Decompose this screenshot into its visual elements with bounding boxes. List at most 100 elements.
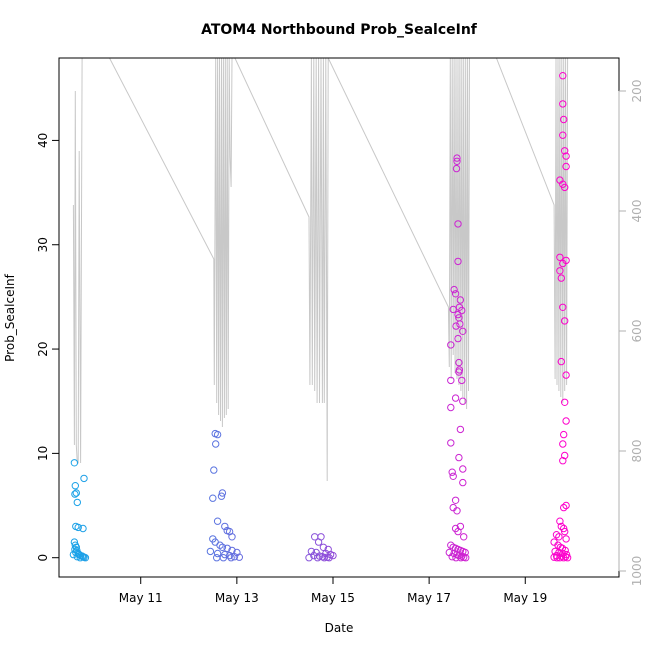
data-point — [559, 303, 567, 311]
data-point — [213, 517, 222, 525]
data-point — [219, 554, 228, 562]
data-point — [325, 554, 333, 562]
data-point — [562, 535, 570, 543]
data-point — [561, 183, 569, 192]
data-point — [563, 554, 572, 562]
data-point — [315, 552, 324, 560]
data-point — [71, 490, 79, 498]
plot-frame — [58, 57, 620, 578]
data-point — [228, 533, 236, 541]
data-point — [556, 267, 564, 275]
data-point — [329, 551, 337, 560]
data-point — [216, 541, 224, 549]
data-point — [209, 494, 217, 502]
data-point — [456, 296, 465, 304]
data-point — [458, 306, 466, 315]
data-point — [561, 317, 569, 325]
data-point — [459, 327, 467, 335]
data-point — [562, 371, 570, 379]
y-tick-label: 10 — [36, 446, 50, 461]
data-point — [206, 547, 215, 556]
data-point — [73, 498, 82, 507]
data-point — [320, 554, 328, 562]
data-point — [69, 550, 78, 559]
data-point — [457, 554, 465, 562]
data-point — [448, 468, 456, 476]
data-point — [559, 100, 567, 108]
data-point — [447, 439, 455, 447]
data-point — [557, 274, 565, 282]
data-point — [556, 253, 564, 261]
data-point — [553, 554, 561, 562]
data-point — [452, 164, 461, 173]
x-tick-label: May 17 — [407, 591, 451, 605]
data-point — [560, 503, 568, 512]
data-point — [562, 152, 570, 160]
data-point — [70, 538, 79, 546]
x-axis-label: Date — [325, 621, 354, 635]
depth-line — [72, 58, 569, 482]
data-point — [562, 162, 570, 171]
y-tick-label: 30 — [36, 237, 50, 252]
right-tick-label: 800 — [630, 440, 644, 463]
data-point — [81, 554, 90, 562]
data-point — [221, 522, 229, 531]
right-tick-label: 200 — [630, 80, 644, 103]
data-point — [555, 533, 563, 541]
data-point — [459, 397, 467, 405]
data-point — [72, 489, 81, 497]
data-point — [451, 394, 460, 402]
data-point — [79, 524, 87, 533]
data-point — [459, 465, 467, 473]
x-tick-label: May 19 — [503, 591, 547, 605]
data-point — [556, 517, 564, 525]
data-point — [223, 544, 231, 552]
data-point — [561, 451, 569, 460]
data-point — [70, 459, 79, 467]
data-point — [462, 554, 470, 562]
data-point — [562, 417, 570, 425]
data-point — [445, 548, 453, 557]
data-point — [74, 523, 82, 532]
data-point — [460, 533, 468, 541]
data-point — [451, 496, 460, 504]
data-point — [459, 478, 467, 487]
data-point — [230, 553, 239, 561]
data-point — [561, 527, 569, 536]
data-point — [562, 501, 570, 510]
data-point — [218, 543, 227, 551]
data-point — [560, 430, 568, 439]
data-point — [561, 147, 569, 155]
data-point — [557, 522, 565, 531]
data-point — [559, 131, 567, 139]
data-point — [454, 310, 462, 319]
data-point — [550, 553, 558, 561]
data-point — [447, 376, 455, 385]
data-point — [447, 403, 455, 412]
data-point — [217, 492, 226, 500]
data-point — [235, 553, 244, 561]
data-point — [319, 543, 328, 551]
data-point — [561, 398, 569, 406]
data-point — [454, 220, 462, 228]
y-tick-label: 0 — [36, 554, 50, 562]
axes: May 11 May 13 May 15 May 17 May 19 0 10 20 30 40 2… — [36, 57, 644, 605]
chart-title: ATOM4 Northbound Prob_SealceInf — [201, 22, 478, 38]
x-tick-label: May 15 — [311, 591, 355, 605]
data-point — [454, 257, 462, 266]
data-point — [560, 524, 568, 533]
data-point — [227, 554, 235, 562]
data-point — [455, 358, 463, 367]
data-point — [307, 547, 316, 556]
data-point — [559, 259, 567, 268]
data-point — [450, 285, 458, 294]
data-point — [212, 440, 220, 448]
depth-line-series — [72, 58, 569, 482]
y-tick-label: 40 — [36, 133, 50, 148]
data-point — [213, 430, 222, 439]
data-point — [455, 368, 463, 376]
data-point — [218, 489, 227, 497]
data-point — [71, 482, 80, 490]
data-point — [453, 507, 461, 515]
